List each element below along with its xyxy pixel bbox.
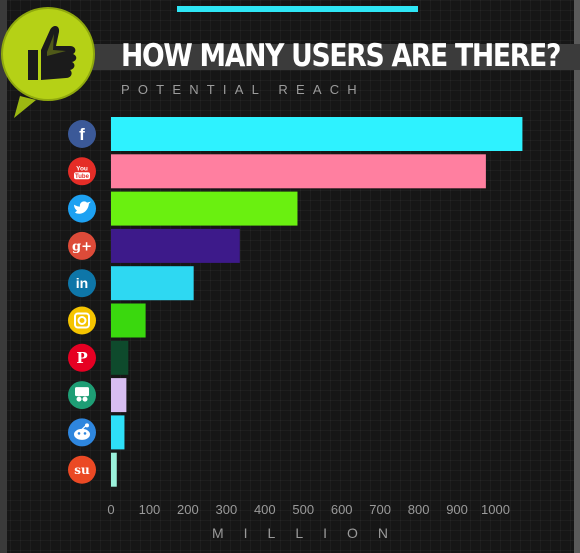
reddit-icon: [68, 418, 96, 447]
svg-text:su: su: [74, 463, 90, 477]
stumbleupon-icon: su: [68, 455, 96, 484]
bar-linkedin: [111, 266, 194, 301]
bar-youtube: [111, 154, 486, 189]
slideshare-icon: [68, 381, 96, 410]
thumbs-up-logo-icon: [1, 7, 95, 118]
x-tick-label: 200: [177, 502, 199, 517]
x-tick-label: 1000: [481, 502, 510, 517]
x-tick-label: 400: [254, 502, 276, 517]
facebook-icon: f: [68, 120, 96, 148]
x-tick-label: 600: [331, 502, 353, 517]
x-tick-label: 100: [139, 502, 161, 517]
top-accent-bar: [177, 6, 418, 12]
svg-text:P: P: [76, 349, 87, 367]
svg-text:f: f: [79, 125, 85, 144]
x-tick-label: 0: [107, 502, 114, 517]
x-tick-label: 800: [408, 502, 430, 517]
chart-title: HOW MANY USERS ARE THERE?: [121, 38, 561, 74]
bar-instagram: [111, 303, 146, 338]
bar-stumbleupon: [111, 452, 117, 487]
pinterest-icon: P: [68, 343, 96, 372]
x-tick-label: 500: [292, 502, 314, 517]
left-edge: [0, 0, 7, 553]
svg-text:in: in: [76, 275, 88, 291]
bar-google-plus: [111, 228, 240, 263]
bar-facebook: [111, 117, 523, 151]
bar-twitter: [111, 191, 298, 226]
chart-subtitle: POTENTIAL REACH: [121, 82, 365, 97]
google-plus-icon: g+: [68, 231, 96, 260]
linkedin-icon: in: [68, 269, 96, 298]
title-band: [92, 44, 580, 70]
svg-text:You: You: [76, 165, 88, 172]
x-tick-label: 300: [215, 502, 237, 517]
youtube-icon: You Tube: [68, 157, 96, 186]
x-tick-label: 700: [369, 502, 391, 517]
bar-reddit: [111, 415, 125, 450]
x-tick-label: 900: [446, 502, 468, 517]
svg-text:g+: g+: [72, 240, 92, 255]
svg-text:Tube: Tube: [75, 174, 90, 180]
instagram-icon: [68, 306, 96, 335]
twitter-icon: [68, 194, 96, 223]
x-axis-label: MILLION: [211, 525, 408, 541]
right-edge: [574, 0, 580, 553]
bar-slideshare: [111, 378, 127, 413]
bar-pinterest: [111, 340, 129, 375]
